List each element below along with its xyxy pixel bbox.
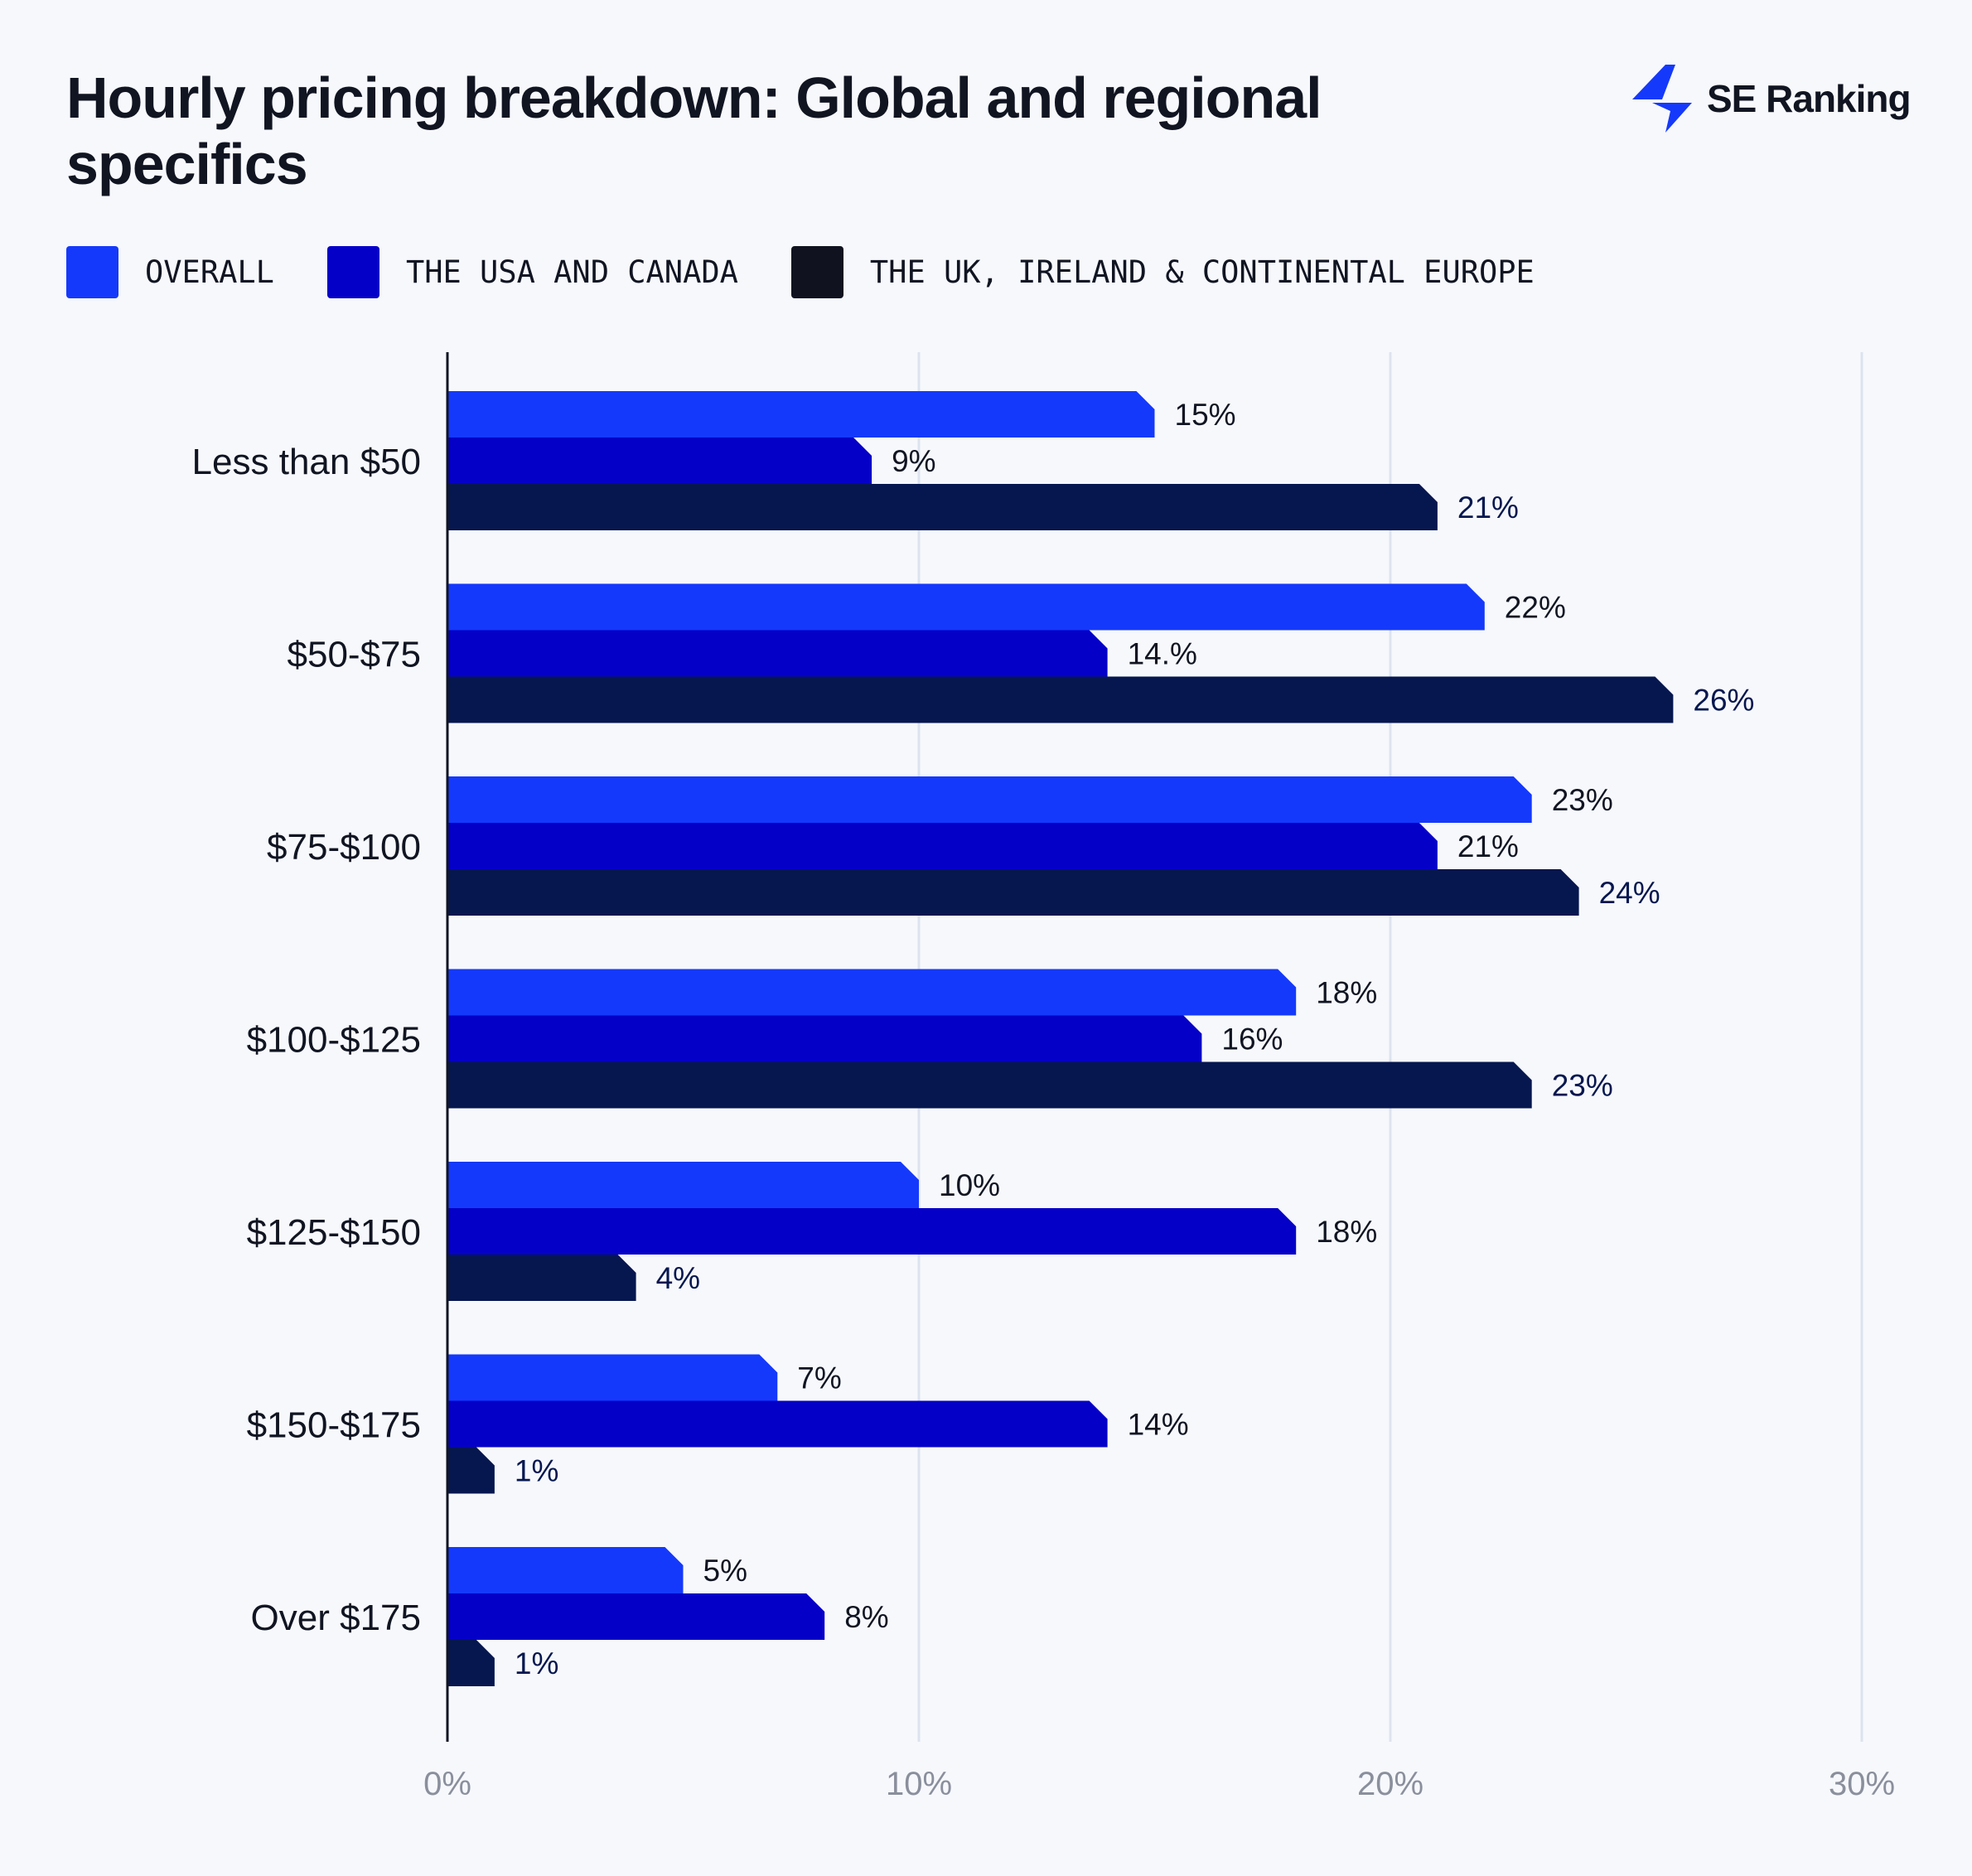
legend-swatch	[66, 246, 118, 298]
bar	[447, 1354, 778, 1401]
category-label: Over $175	[251, 1598, 421, 1638]
category-label: Less than $50	[192, 442, 421, 482]
data-label: 4%	[656, 1261, 700, 1295]
legend-swatch	[790, 246, 843, 298]
category-label: $50-$75	[288, 635, 421, 675]
x-tick-label: 10%	[886, 1766, 952, 1802]
data-label: 18%	[1316, 1215, 1377, 1249]
bar	[447, 484, 1438, 530]
legend-swatch	[326, 246, 379, 298]
data-label: 16%	[1221, 1023, 1283, 1056]
data-label: 21%	[1457, 829, 1519, 863]
data-label: 23%	[1552, 1069, 1613, 1103]
data-label: 24%	[1599, 876, 1660, 910]
data-label: 22%	[1505, 591, 1566, 625]
bar	[447, 776, 1532, 823]
bar	[447, 969, 1297, 1016]
legend-item-usa-canada: THE USA AND CANADA	[326, 246, 738, 298]
bar	[447, 1547, 684, 1593]
bar	[447, 823, 1438, 869]
bar	[447, 391, 1155, 438]
x-tick-label: 20%	[1357, 1766, 1423, 1802]
bar	[447, 438, 872, 484]
bar	[447, 869, 1579, 916]
data-label: 1%	[515, 1454, 558, 1488]
data-label: 14%	[1128, 1408, 1189, 1442]
bar	[447, 1255, 636, 1301]
category-label: $150-$175	[247, 1405, 421, 1446]
data-label: 14.%	[1128, 637, 1197, 671]
brand-logo: SE Ranking	[1632, 65, 1912, 133]
category-label: $75-$100	[267, 827, 421, 868]
bar	[447, 1162, 919, 1208]
data-label: 26%	[1693, 684, 1754, 718]
bar	[447, 1208, 1297, 1255]
bar	[447, 1061, 1532, 1109]
legend: OVERALL THE USA AND CANADA THE UK, IRELA…	[66, 246, 1588, 298]
bar	[447, 1640, 495, 1686]
bar	[447, 1400, 1108, 1448]
data-label: 18%	[1316, 976, 1377, 1010]
chart-title: Hourly pricing breakdown: Global and reg…	[66, 65, 1322, 196]
x-tick-label: 30%	[1829, 1766, 1895, 1802]
data-label: 7%	[797, 1361, 841, 1395]
data-label: 15%	[1175, 398, 1236, 432]
data-label: 8%	[844, 1600, 888, 1634]
x-tick-label: 0%	[423, 1766, 471, 1802]
legend-label: THE USA AND CANADA	[405, 254, 738, 290]
data-label: 10%	[939, 1168, 1000, 1202]
bar	[447, 676, 1674, 723]
bar	[447, 1015, 1202, 1062]
legend-label: OVERALL	[145, 254, 274, 290]
bar	[447, 1447, 495, 1494]
category-label: $100-$125	[247, 1020, 421, 1061]
data-label: 21%	[1457, 491, 1519, 525]
data-label: 9%	[892, 444, 935, 478]
data-label: 23%	[1552, 783, 1613, 817]
legend-item-uk-europe: THE UK, IRELAND & CONTINENTAL EUROPE	[790, 246, 1535, 298]
brand-name: SE Ranking	[1707, 77, 1912, 120]
bar	[447, 630, 1108, 677]
data-label: 5%	[703, 1554, 747, 1588]
data-label: 1%	[515, 1646, 558, 1680]
legend-item-overall: OVERALL	[66, 246, 274, 298]
bar	[447, 1593, 825, 1640]
legend-label: THE UK, IRELAND & CONTINENTAL EUROPE	[869, 254, 1535, 290]
lightning-bolt-icon	[1632, 65, 1692, 133]
category-label: $125-$150	[247, 1212, 421, 1253]
bar	[447, 583, 1485, 631]
